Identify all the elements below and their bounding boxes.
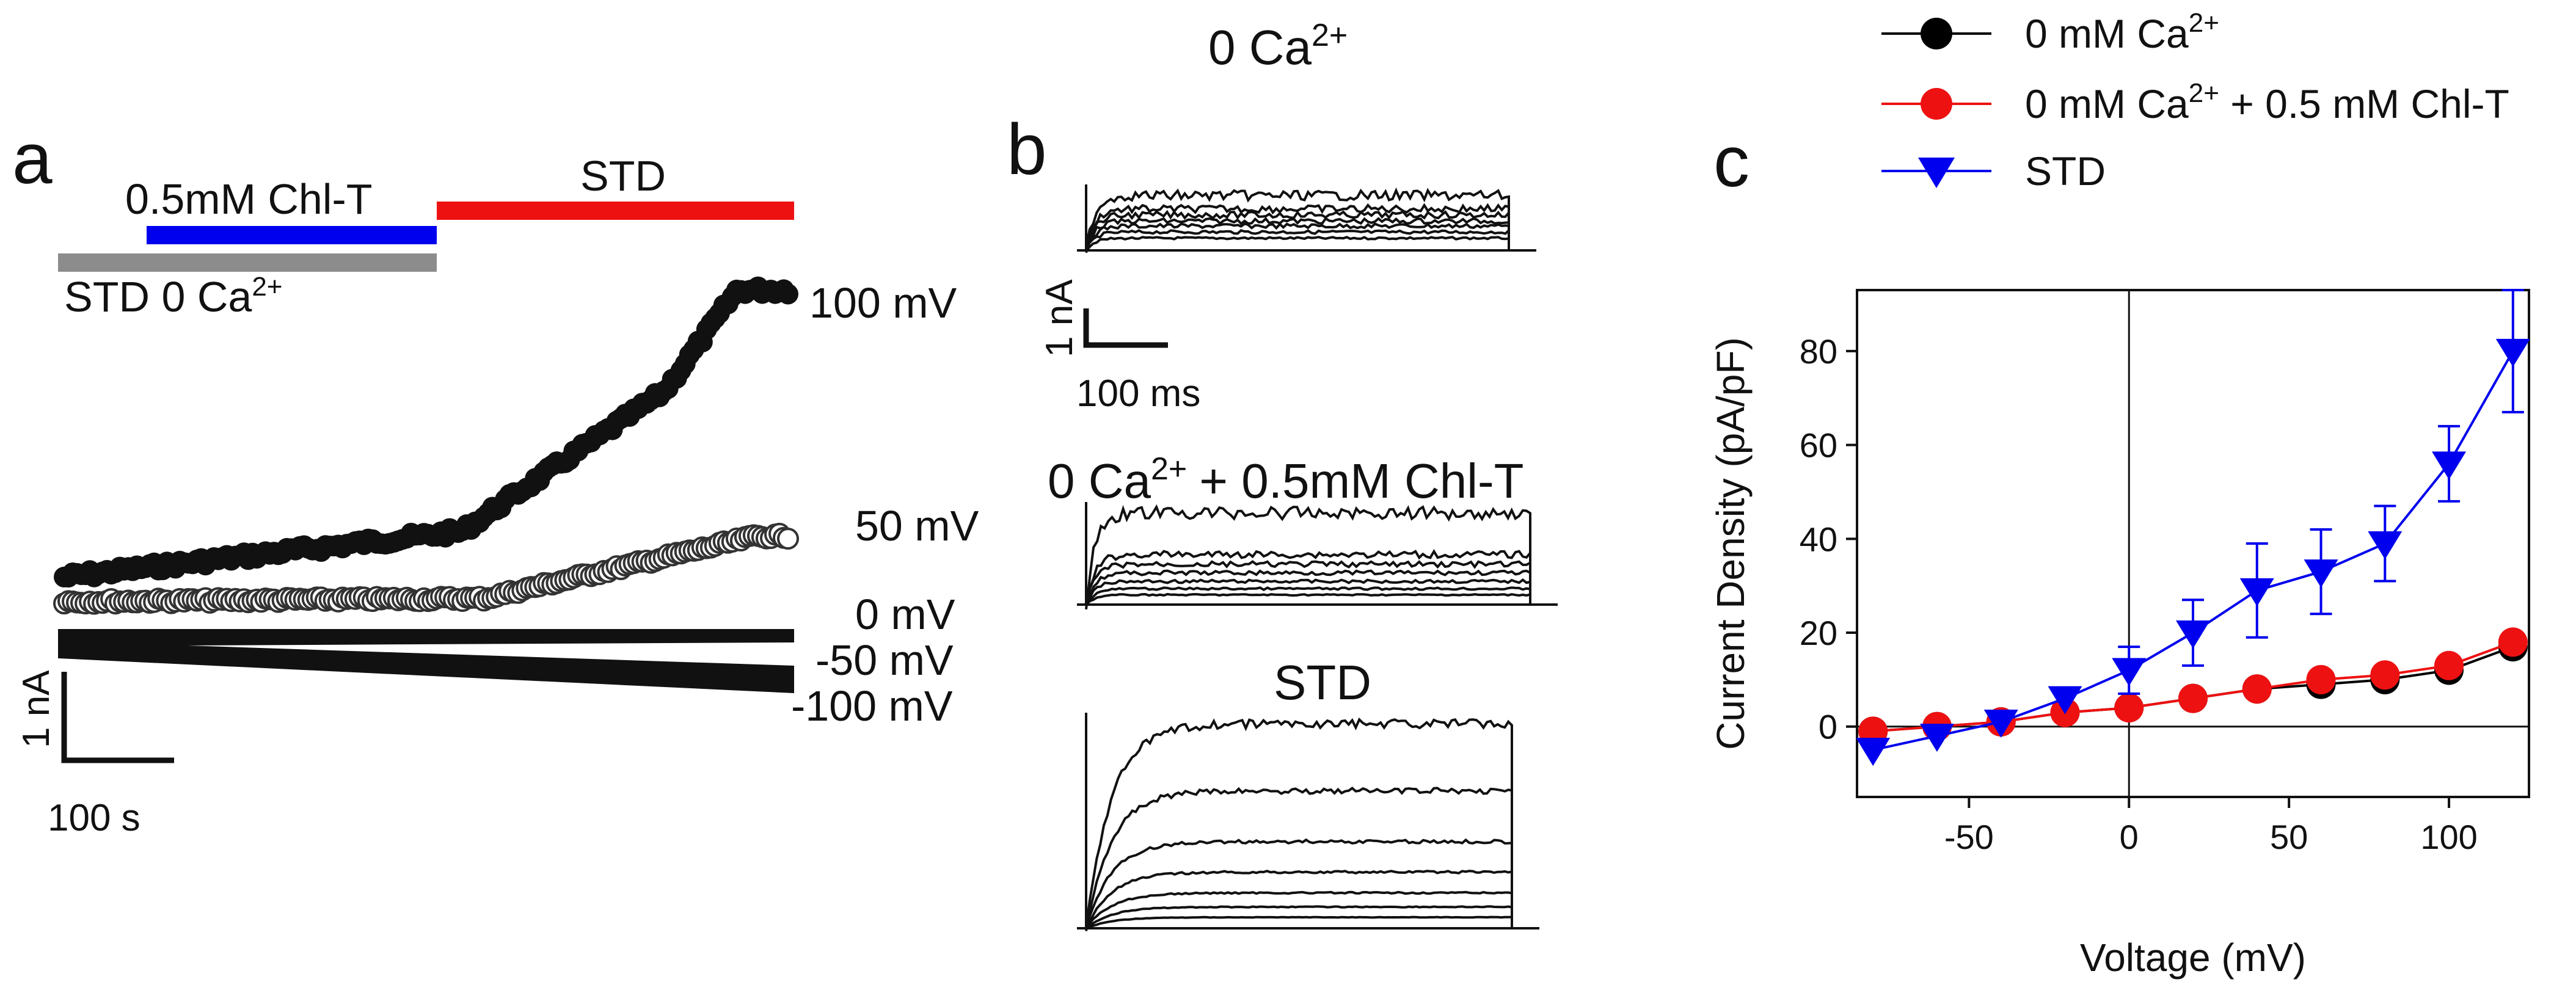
y-tick-label: 40 [1800,520,1837,558]
current-trace [1085,905,1513,929]
panel-b-scale-bar [1083,308,1168,348]
panel-a-time-courses [53,276,799,693]
data-point [2370,660,2400,690]
x-tick-label: 100 [2420,818,2477,856]
current-trace [1085,890,1513,929]
legend-marker-red-circle [1921,88,1952,120]
legend-item-0ca: 0 mM Ca2+ [1881,8,2219,56]
current-trace [1085,548,1531,605]
traces-0ca-chlt [1077,502,1558,610]
legend-marker-black-circle [1921,18,1952,49]
panel-b: b 0 Ca2+ 1 nA 100 ms 0 Ca2+ + 0.5mM Chl-T… [1007,18,1558,931]
legend-item-0ca-chlt: 0 mM Ca2+ + 0.5 mM Chl-T [1881,78,2509,126]
panel-a: a 0.5mM Chl-T STD STD 0 Ca2+ 100 mV 50 m… [12,118,979,839]
std-0ca-bar-label: STD 0 Ca2+ [64,272,282,321]
current-trace [1085,870,1513,930]
data-point [1919,724,1954,752]
current-trace [1085,786,1513,931]
traces-0ca [1077,184,1536,253]
data-point [2498,627,2528,657]
std-0ca-bar [58,253,437,272]
iv-chart: -50 0 50 100 0 20 40 60 80 Voltage (mV) Current De… [1709,289,2530,980]
panel-b-title-0ca: 0 Ca2+ [1208,18,1348,75]
data-point [2434,650,2464,680]
current-trace [1085,592,1531,606]
current-trace [1085,504,1531,610]
voltage-label-100: 100 mV [809,279,957,327]
current-trace [1085,217,1510,253]
current-trace [1085,717,1513,929]
chlt-bar-label: 0.5mM Chl-T [125,175,372,223]
current-trace [1085,838,1513,931]
data-point [2306,664,2336,694]
data-point [2048,686,2082,715]
current-trace [1085,586,1531,606]
y-tick-label: 60 [1800,426,1837,465]
panel-b-title-0ca-chlt: 0 Ca2+ + 0.5mM Chl-T [1048,451,1524,508]
panel-a-scale-x-label: 100 s [48,797,140,839]
panel-b-scale-x-label: 100 ms [1076,373,1200,415]
svg-text:0 mM Ca2+ + 0.5 mM Chl-T: 0 mM Ca2+ + 0.5 mM Chl-T [2025,78,2509,126]
y-tick-label: 20 [1800,614,1837,652]
current-trace [1085,569,1531,606]
voltage-label-50: 50 mV [855,502,979,550]
data-point [2432,451,2467,480]
svg-text:STD: STD [2025,148,2106,194]
data-point [2239,578,2274,606]
legend: 0 mM Ca2+ 0 mM Ca2+ + 0.5 mM Chl-T STD [1881,8,2509,194]
std-bar-label: STD [580,152,666,200]
data-point [2368,531,2403,559]
legend-marker-blue-triangle [1918,158,1955,188]
trace-band-minus100mv [58,647,794,693]
trace-point-50mv [777,528,799,550]
current-trace [1085,222,1510,250]
chlt-bar [147,226,437,244]
series-2 [1856,289,2530,766]
x-axis-title: Voltage (mV) [2080,936,2306,980]
panel-a-label: a [12,118,53,199]
traces-std [1077,713,1539,931]
panel-a-scale-bar [61,672,174,763]
svg-text:0 mM Ca2+: 0 mM Ca2+ [2025,8,2219,56]
trace-point-100mv [778,283,798,305]
x-tick-label: 0 [2120,818,2139,856]
plot-frame [1856,289,2530,798]
panel-b-label: b [1007,109,1047,190]
y-tick-label: 80 [1800,332,1837,371]
x-tick-label: 50 [2270,818,2308,856]
current-trace [1085,203,1510,250]
voltage-label-minus50: -50 mV [815,636,954,684]
data-point [1856,738,1891,766]
current-trace [1085,209,1510,250]
current-trace [1085,560,1531,605]
data-point [2112,658,2147,686]
panel-c-label: c [1713,122,1750,202]
y-tick-label: 0 [1819,708,1837,746]
panel-b-scale-y-label: 1 nA [1038,279,1081,357]
current-trace [1085,236,1510,252]
current-trace [1085,578,1531,606]
std-bar [437,202,794,220]
panel-a-scale-y-label: 1 nA [15,670,57,748]
current-trace [1085,915,1513,929]
voltage-label-0: 0 mV [855,591,955,638]
y-axis-title: Current Density (pA/pF) [1709,337,1753,750]
current-trace [1085,227,1510,250]
data-point [2178,683,2208,713]
voltage-label-minus100: -100 mV [791,682,953,730]
legend-item-std: STD [1881,148,2106,194]
panel-c: c 0 mM Ca2+ 0 mM Ca2+ + 0.5 mM Chl-T STD… [1709,8,2530,980]
data-point [2304,559,2338,588]
data-point [2114,693,2144,722]
current-trace [1085,187,1510,250]
data-point [2176,620,2210,649]
x-tick-label: -50 [1944,818,1994,856]
panel-b-title-std: STD [1274,655,1371,710]
trace-band-0mv [58,629,794,646]
data-point [2495,338,2530,367]
data-point [1983,710,2018,738]
data-point [2242,674,2272,704]
